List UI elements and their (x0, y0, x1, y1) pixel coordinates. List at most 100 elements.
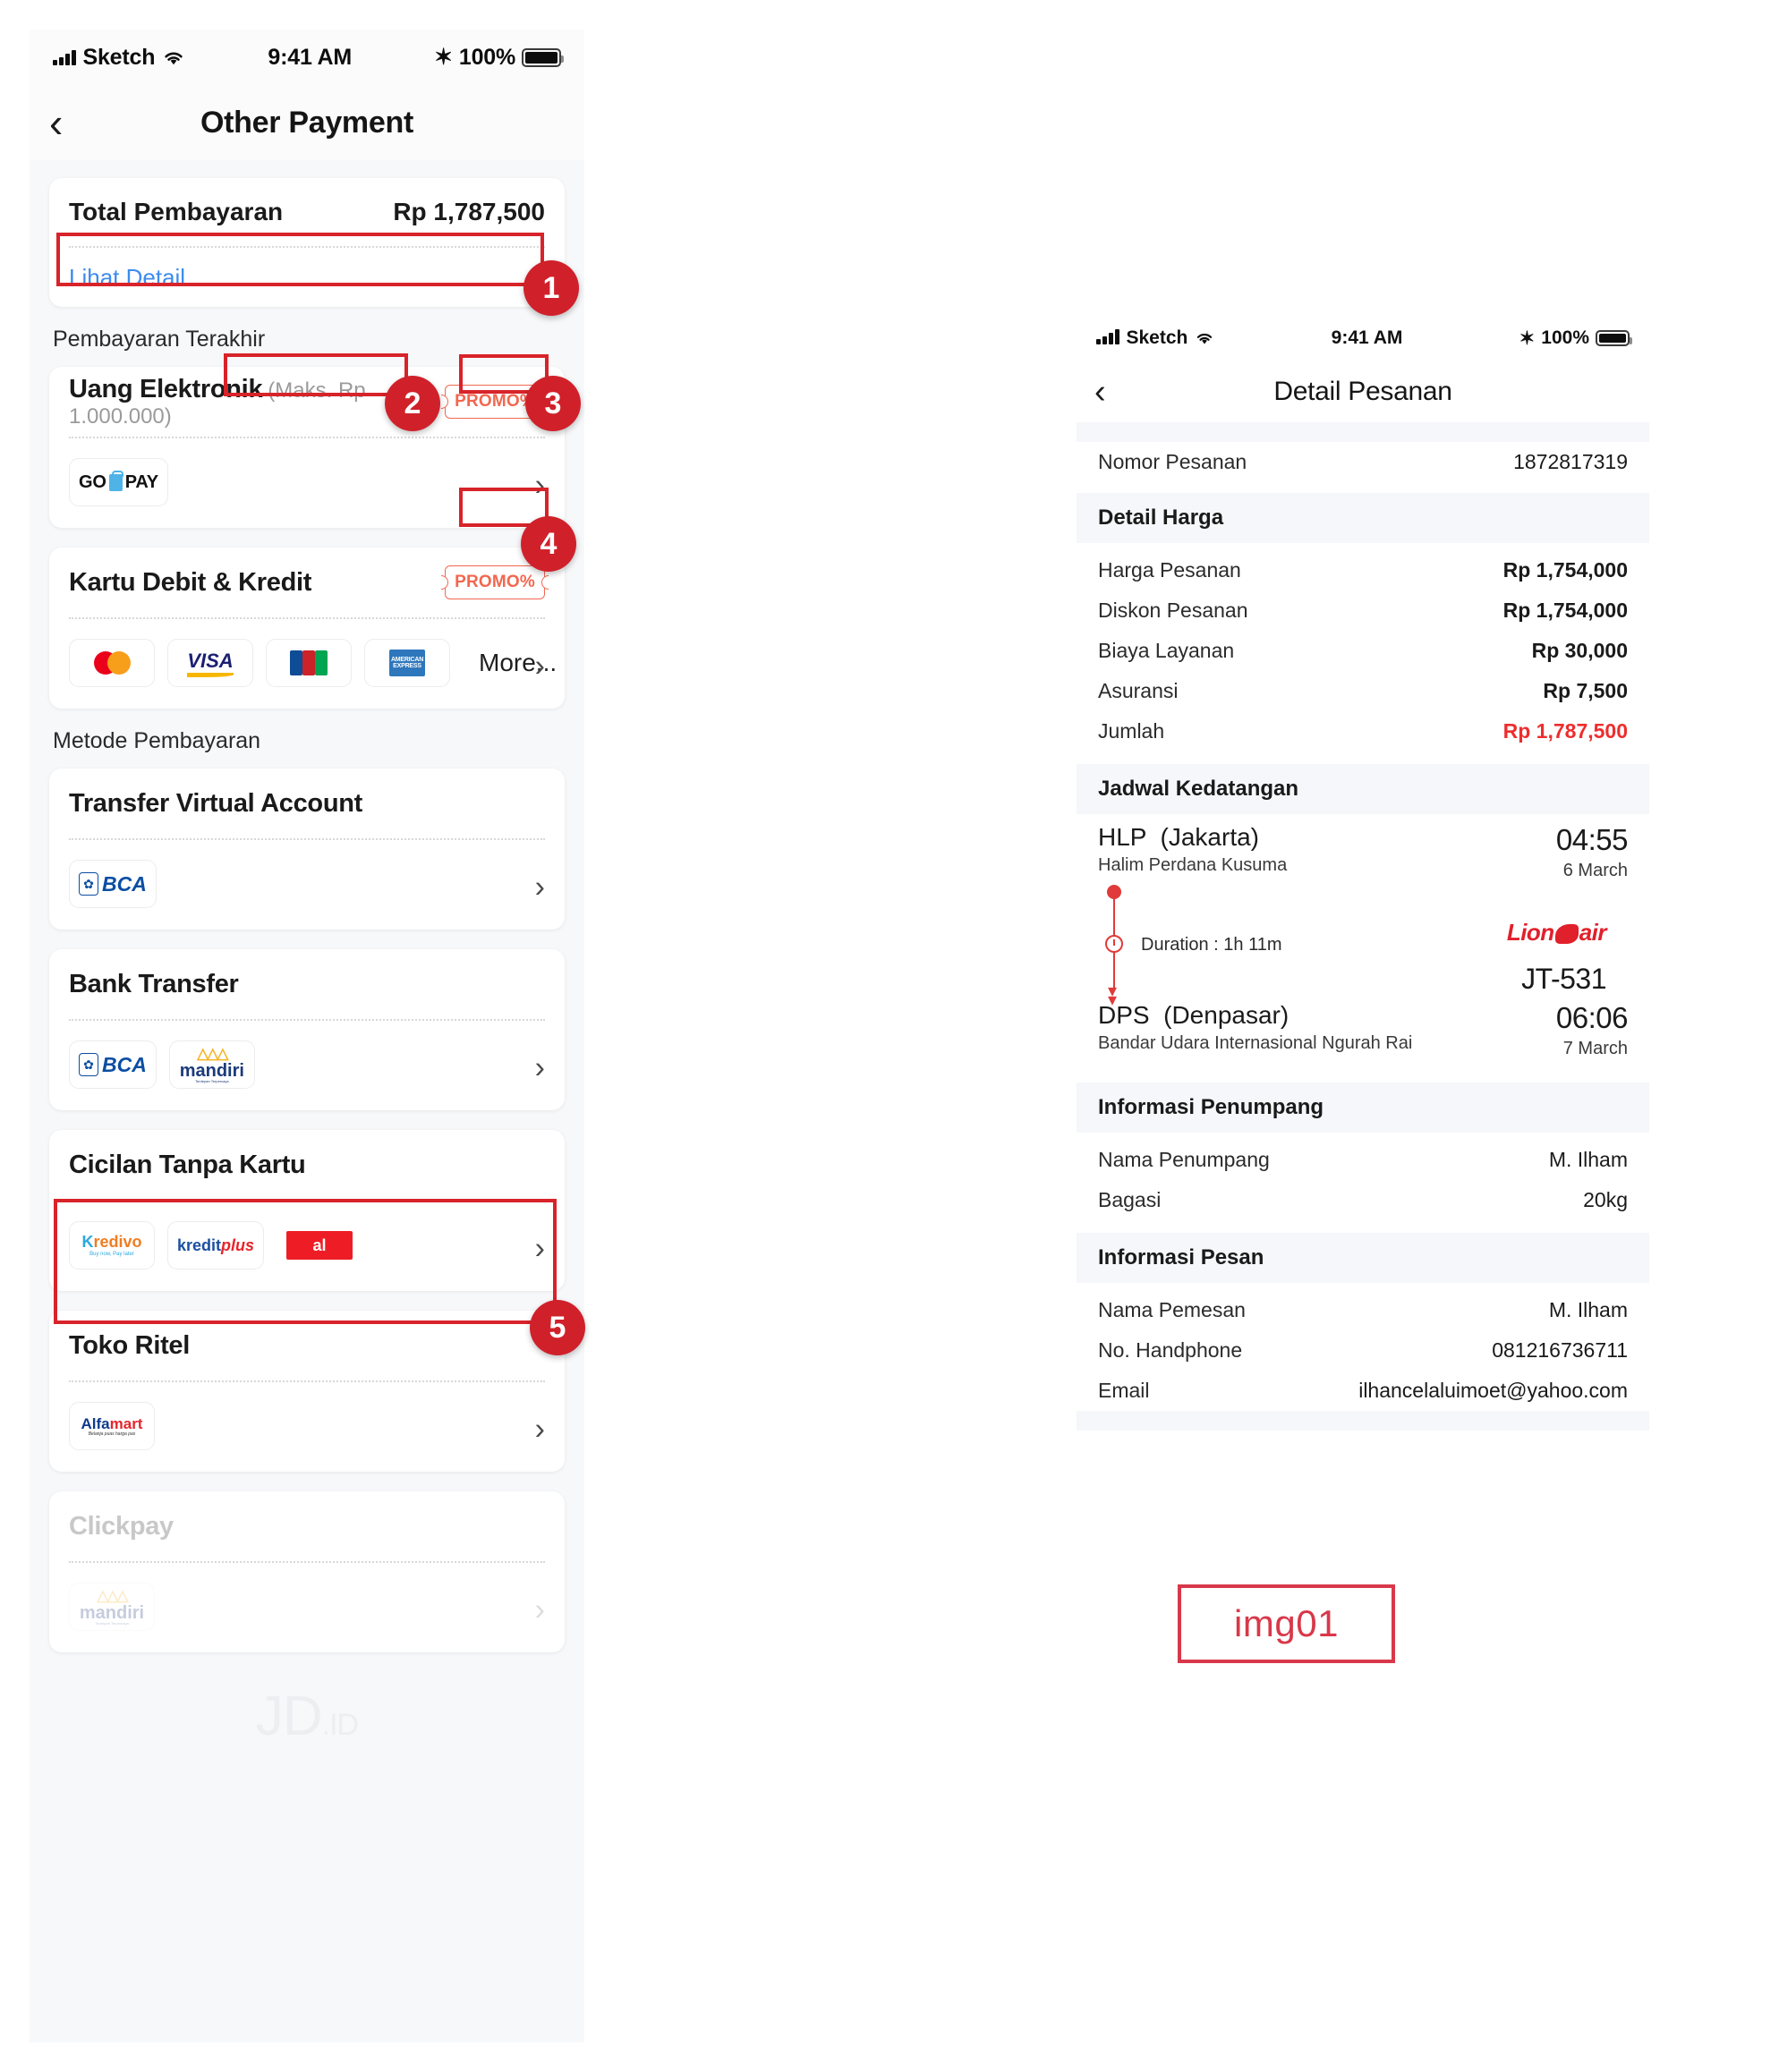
annotation-badge-4: 4 (521, 516, 576, 572)
bluetooth-icon: ✶ (434, 45, 453, 70)
price-row: Asuransi Rp 7,500 (1077, 671, 1649, 711)
price-value: Rp 1,754,000 (1502, 558, 1628, 582)
spacer (1077, 752, 1649, 764)
battery-percent-label: 100% (1541, 327, 1589, 348)
booker-info-header: Informasi Pesan (1077, 1233, 1649, 1283)
spacer (1077, 482, 1649, 493)
passenger-value: M. Ilham (1548, 1148, 1628, 1171)
view-detail-row[interactable]: Lihat Detail › (69, 248, 545, 307)
departure-time-block: 04:55 6 March (1556, 823, 1629, 881)
back-button[interactable]: ‹ (49, 99, 64, 146)
section-gap (1077, 422, 1649, 442)
gopay-logo-icon: GO PAY (69, 458, 168, 506)
divider (69, 1380, 545, 1382)
divider (69, 1561, 545, 1563)
booker-value: M. Ilham (1548, 1298, 1628, 1321)
amex-logo-icon: AMERICAN EXPRESS (364, 639, 450, 687)
option-header: Uang Elektronik (Maks. Rp 1.000.000) PROM… (69, 367, 545, 437)
jcb-logo-icon (266, 639, 352, 687)
bluetooth-icon: ✶ (1519, 327, 1536, 349)
departure-code-city: HLP (Jakarta) (1098, 823, 1287, 852)
payment-option-transfer-virtual-account[interactable]: Transfer Virtual Account ✿ BCA › (49, 769, 565, 930)
option-logos: Kredivo Buy now, Pay later kreditplus al … (69, 1202, 545, 1271)
passenger-row: Nama Penumpang M. Ilham (1077, 1140, 1649, 1180)
nav-bar: ‹ Detail Pesanan (1077, 361, 1649, 422)
page-title: Detail Pesanan (1273, 377, 1452, 406)
more-label[interactable]: More... (479, 649, 558, 676)
price-label: Asuransi (1098, 679, 1179, 702)
airline-block: Lion air JT-531 (1506, 919, 1607, 996)
booker-row: Email ilhancelaluimoet@yahoo.com (1077, 1371, 1649, 1411)
battery-icon (522, 47, 564, 67)
option-title-wrap: Uang Elektronik (Maks. Rp 1.000.000) (69, 375, 445, 429)
spacer (1077, 1283, 1649, 1290)
payment-option-cicilan-tanpa-kartu[interactable]: Cicilan Tanpa Kartu Kredivo Buy now, Pay … (49, 1130, 565, 1291)
status-bar-left: Sketch (53, 45, 185, 71)
order-number-row: Nomor Pesanan 1872817319 (1077, 442, 1649, 482)
booker-value: ilhancelaluimoet@yahoo.com (1358, 1379, 1628, 1402)
arrival-city: (Denpasar) (1163, 1001, 1290, 1029)
promo-badge[interactable]: PROMO% (445, 565, 545, 599)
price-value: Rp 30,000 (1531, 639, 1628, 662)
page-title: Other Payment (200, 105, 413, 140)
payment-option-toko-ritel[interactable]: Toko Ritel Alfamart Belanja puas harga pa… (49, 1311, 565, 1472)
option-header: Bank Transfer (69, 949, 545, 1019)
option-title: Cicilan Tanpa Kartu (69, 1150, 306, 1179)
signal-bars-icon (1096, 329, 1119, 344)
option-title: Bank Transfer (69, 969, 239, 998)
arrival-date: 7 March (1562, 1039, 1628, 1058)
divider (69, 246, 545, 248)
carrier-label: Sketch (82, 44, 156, 70)
payment-option-bank-transfer[interactable]: Bank Transfer ✿ BCA △△△ mandiri Terdepan Te… (49, 949, 565, 1110)
chevron-right-icon[interactable]: › (534, 1050, 545, 1085)
booker-row: Nama Pemesan M. Ilham (1077, 1290, 1649, 1330)
bca-logo-icon: ✿ BCA (69, 860, 157, 908)
flight-itinerary: HLP (Jakarta) Halim Perdana Kusuma 04:55… (1077, 814, 1649, 1059)
status-bar: Sketch 9:41 AM ✶ 100% (1077, 315, 1649, 361)
passenger-label: Bagasi (1098, 1188, 1162, 1211)
nav-bar: ‹ Other Payment (30, 85, 584, 160)
origin-dot-icon (1107, 885, 1121, 899)
booker-label: Nama Pemesan (1098, 1298, 1246, 1321)
chevron-right-icon[interactable]: › (534, 468, 545, 503)
spacer (1077, 543, 1649, 550)
divider (69, 437, 545, 438)
jd-id-watermark: JD.ID (255, 1686, 359, 1747)
passenger-label: Nama Penumpang (1098, 1148, 1270, 1171)
chevron-right-icon[interactable]: › (534, 649, 545, 684)
mastercard-logo-icon (69, 639, 155, 687)
passenger-info-header: Informasi Penumpang (1077, 1083, 1649, 1133)
annotation-badge-2: 2 (385, 376, 440, 431)
option-header: Cicilan Tanpa Kartu (69, 1130, 545, 1200)
payment-methods-section-label: Metode Pembayaran (53, 728, 261, 753)
payment-method-screen: Sketch 9:41 AM ✶ 100% ‹ Other Payment To… (30, 30, 584, 2042)
price-label: Jumlah (1098, 719, 1165, 743)
payment-option-kartu-debit-kredit[interactable]: Kartu Debit & Kredit PROMO% VISA AMERICA… (49, 548, 565, 709)
back-button[interactable]: ‹ (1094, 373, 1106, 411)
visa-logo-icon: VISA (167, 639, 253, 687)
option-header: Transfer Virtual Account (69, 769, 545, 838)
total-payment-amount: Rp 1,787,500 (393, 198, 545, 225)
arrival-info: DPS (Denpasar) Bandar Udara Internasiona… (1098, 1001, 1412, 1054)
status-bar-left: Sketch (1096, 327, 1214, 349)
chevron-right-icon[interactable]: › (534, 1412, 545, 1447)
chevron-right-icon[interactable]: › (534, 870, 545, 904)
flight-number: JT-531 (1521, 963, 1606, 995)
wifi-icon (1197, 333, 1213, 344)
price-row: Diskon Pesanan Rp 1,754,000 (1077, 590, 1649, 631)
chevron-right-icon[interactable]: › (534, 1231, 545, 1266)
price-value: Rp 7,500 (1543, 679, 1628, 702)
alfamart-logo-icon: Alfamart Belanja puas harga pas (69, 1402, 155, 1450)
payment-option-uang-elektronik[interactable]: Uang Elektronik (Maks. Rp 1.000.000) PROM… (49, 367, 565, 528)
clock-icon (1105, 935, 1123, 953)
lion-air-logo-icon: Lion air (1506, 919, 1607, 946)
price-value: Rp 1,754,000 (1502, 599, 1628, 622)
payment-option-clickpay: Clickpay △△△ mandiri Terdepan Terpercaya › (49, 1491, 565, 1652)
status-time: 9:41 AM (268, 44, 352, 70)
departure-block: HLP (Jakarta) Halim Perdana Kusuma 04:55… (1098, 823, 1629, 881)
option-subtitle: (Maks. Rp 1.000.000) (69, 378, 366, 429)
schedule-header: Jadwal Kedatangan (1077, 764, 1649, 814)
option-header: Kartu Debit & Kredit PROMO% (69, 548, 545, 617)
option-header: Toko Ritel (69, 1311, 545, 1380)
arrival-block: DPS (Denpasar) Bandar Udara Internasiona… (1098, 1001, 1629, 1059)
